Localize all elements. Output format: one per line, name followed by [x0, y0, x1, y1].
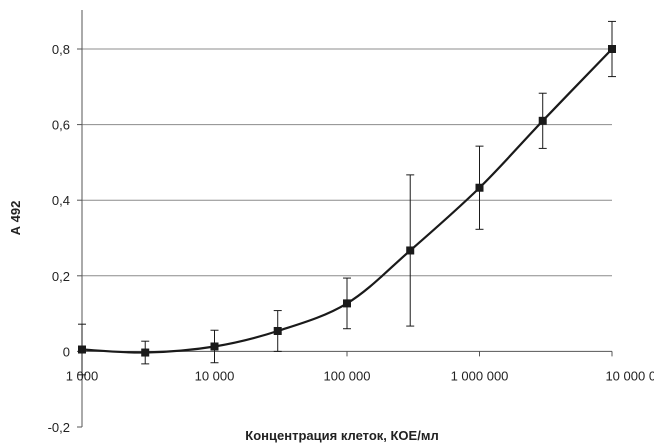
x-tick-label: 1 000 [66, 368, 99, 383]
y-tick-label: 0,2 [52, 269, 70, 284]
data-point [608, 45, 616, 53]
gridlines [82, 48, 612, 277]
x-tick-label: 100 000 [324, 368, 371, 383]
y-tick-labels: -0,2 0 0,2 0,4 0,6 0,8 [48, 42, 70, 435]
axes [77, 10, 613, 428]
y-tick-label: 0,8 [52, 42, 70, 57]
x-axis-title: Концентрация клеток, КОЕ/мл [245, 428, 438, 443]
y-tick-label: 0,6 [52, 118, 70, 133]
data-point [475, 183, 484, 192]
data-point [273, 326, 282, 335]
series-line [81, 48, 613, 354]
data-point [141, 348, 150, 357]
data-point [210, 342, 219, 351]
y-tick-label: 0 [63, 344, 70, 359]
data-point [406, 246, 415, 255]
x-tick-label: 10 000 000 [605, 368, 654, 383]
y-axis-title: А 492 [8, 201, 23, 236]
y-tick-label: -0,2 [48, 420, 70, 435]
data-point [538, 116, 547, 125]
data-point [78, 345, 86, 354]
data-markers [78, 45, 616, 357]
data-point [343, 299, 351, 308]
x-tick-labels: 1 000 10 000 100 000 1 000 000 10 000 000 [66, 368, 654, 383]
x-tick-label: 1 000 000 [451, 368, 509, 383]
y-tick-label: 0,4 [52, 193, 70, 208]
error-bars [78, 20, 616, 376]
x-tick-label: 10 000 [195, 368, 235, 383]
